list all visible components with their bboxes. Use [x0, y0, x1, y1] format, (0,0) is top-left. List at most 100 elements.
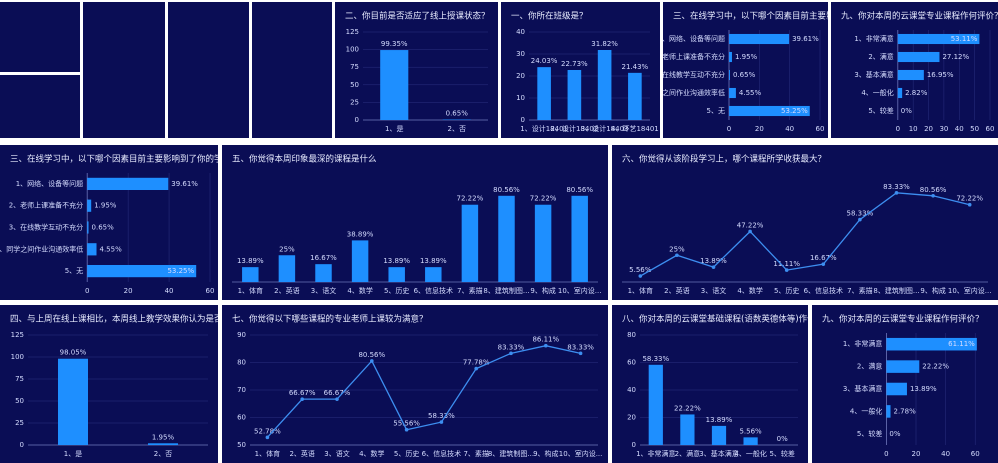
value-label: 86.11%	[532, 336, 559, 344]
chart: 三、在线学习中，以下哪个因素目前主要影响到了你的学习效 0 20 40 60 1、网络、设…	[0, 154, 218, 296]
x-tick-label: 9、构成	[530, 286, 555, 295]
value-label: 16.67%	[310, 254, 337, 262]
y-tick-label: 10	[516, 94, 525, 102]
value-label: 66.67%	[289, 389, 316, 397]
x-tick-label: 0	[85, 287, 89, 295]
x-tick-label: 2、英语	[664, 286, 689, 295]
y-tick-label: 4、同学之间作业沟通效率低	[0, 244, 83, 253]
chart: 七、你觉得以下哪些课程的专业老师上课较为满意？ 50 60 70 80 90 1、体育 52.…	[232, 314, 602, 459]
bar	[886, 405, 891, 418]
value-label: 80.56%	[566, 186, 593, 194]
bar	[87, 243, 97, 256]
x-tick-label: 8、建筑制图...	[488, 449, 534, 458]
x-tick-label: 3、语文	[311, 286, 336, 295]
x-tick-label: 4、数学	[347, 286, 372, 295]
y-tick-label: 20	[516, 72, 525, 80]
y-tick-label: 4、一般化	[861, 88, 893, 97]
bar	[897, 33, 980, 45]
y-tick-label: 80	[627, 331, 636, 339]
x-tick-label: 30	[939, 125, 948, 133]
bar	[628, 72, 642, 120]
value-label: 83.33%	[567, 343, 594, 351]
value-label: 4.55%	[100, 245, 123, 253]
x-tick-label: 60	[816, 125, 825, 133]
chart: 二、你目前是否适应了线上授课状态？ 0 25 50 75 100 125 1、是 99.35% 2…	[345, 11, 490, 134]
x-tick-label: 3、基本满意	[699, 449, 738, 458]
bar	[87, 177, 169, 191]
x-tick-label: 20	[912, 450, 921, 458]
thumbnail-panel	[0, 75, 80, 138]
chart-panel: 六、你觉得从该阶段学习上，哪个课程所学收获最大？ 1、体育 5.56% 2、英语 25%…	[612, 145, 998, 300]
point	[404, 427, 409, 432]
y-tick-label: 4、同学之间作业沟通效率低	[663, 88, 725, 97]
value-label: 55.56%	[393, 420, 420, 428]
value-label: 58.33%	[428, 412, 455, 420]
bar	[729, 105, 810, 117]
y-tick-label: 1、非常满意	[854, 34, 893, 43]
bar	[648, 364, 663, 445]
chart-title: 四、与上周在线上课相比，本周线上教学效果你认为是否得到	[10, 314, 218, 325]
point	[578, 351, 583, 356]
value-label: 1.95%	[152, 433, 175, 441]
bar	[729, 33, 790, 45]
x-tick-label: 0	[896, 125, 900, 133]
bar	[380, 50, 409, 120]
point	[931, 194, 935, 198]
value-label: 83.33%	[883, 183, 910, 191]
point	[711, 265, 716, 269]
bar	[680, 414, 695, 445]
x-tick-label: 7、素描	[463, 449, 488, 458]
x-tick-label: 1、是	[64, 450, 82, 458]
bar	[58, 358, 88, 445]
chart-panel: 五、你觉得本周印象最深的课程是什么 1、体育 13.89% 2、英语 25% 3、语文 16…	[222, 145, 608, 300]
bar	[729, 69, 730, 81]
y-tick-label: 100	[346, 46, 359, 54]
y-tick-label: 4、一般化	[850, 406, 882, 415]
x-tick-label: 9、构成	[533, 449, 558, 458]
y-tick-label: 100	[11, 353, 24, 361]
value-label: 0%	[889, 430, 900, 438]
x-tick-label: 60	[986, 125, 995, 133]
chart: 六、你觉得从该阶段学习上，哪个课程所学收获最大？ 1、体育 5.56% 2、英语 25%…	[622, 154, 991, 295]
chart-title: 八、你对本周的云课堂基础课程(语数英德体等)作何评价？	[622, 314, 808, 325]
point	[474, 366, 478, 371]
point	[439, 420, 444, 424]
y-tick-label: 1、网络、设备等问题	[663, 34, 725, 43]
value-label: 39.61%	[792, 35, 819, 43]
bar	[87, 199, 92, 212]
y-tick-label: 40	[516, 28, 525, 36]
value-label: 31.82%	[591, 40, 618, 48]
bar	[897, 69, 924, 81]
y-tick-label: 70	[237, 386, 246, 394]
point	[748, 229, 752, 234]
value-label: 58.33%	[642, 355, 669, 363]
value-label: 72.22%	[530, 195, 557, 203]
y-tick-label: 0	[521, 116, 525, 124]
value-label: 22.22%	[922, 363, 949, 371]
bar	[567, 69, 582, 120]
x-tick-label: 3、语文	[701, 286, 726, 295]
y-tick-label: 5、无	[707, 107, 725, 115]
value-label: 21.43%	[622, 63, 649, 71]
value-label: 0%	[901, 107, 912, 115]
x-tick-label: 1、体育	[255, 449, 280, 458]
bar	[711, 425, 727, 445]
value-label: 22.73%	[561, 60, 588, 68]
y-tick-label: 25	[15, 419, 24, 427]
value-label: 0.65%	[92, 224, 115, 232]
x-tick-label: 1、体育	[238, 286, 263, 295]
x-tick-label: 20	[924, 125, 933, 133]
value-label: 13.89%	[420, 257, 447, 265]
value-label: 24.03%	[531, 57, 558, 65]
value-label: 27.12%	[942, 53, 969, 61]
bar	[897, 51, 940, 63]
x-tick-label: 0	[884, 450, 888, 458]
bar	[597, 49, 612, 120]
x-tick-label: 2、否	[448, 125, 466, 133]
value-label: 58.33%	[847, 210, 874, 218]
x-tick-label: 6、信息技术	[804, 286, 843, 295]
x-tick-label: 1、非常满意	[636, 449, 675, 458]
chart-title: 一、你所在班级是？	[511, 11, 588, 22]
thumbnail-panel	[252, 2, 332, 138]
